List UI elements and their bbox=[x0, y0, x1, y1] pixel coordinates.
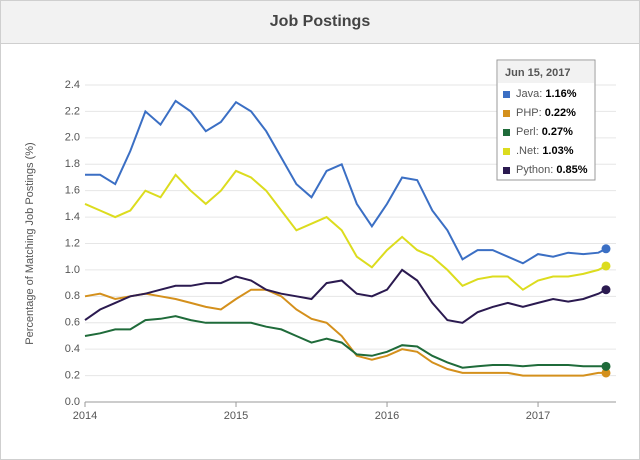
series-line bbox=[84, 169, 607, 291]
tooltip-swatch bbox=[503, 110, 510, 117]
end-point bbox=[601, 261, 611, 271]
y-tick-label: 1.6 bbox=[65, 185, 80, 197]
tooltip-name: PHP bbox=[516, 107, 539, 119]
tooltip-value: 1.03% bbox=[542, 145, 573, 157]
y-axis-label: Percentage of Matching Job Postings (%) bbox=[24, 142, 36, 344]
tooltip-sep: : bbox=[550, 164, 556, 176]
series-line bbox=[84, 315, 606, 369]
tooltip-swatch bbox=[503, 148, 510, 155]
tooltip-name: Python bbox=[516, 164, 550, 176]
series-line bbox=[85, 99, 607, 265]
y-tick-label: 2.2 bbox=[65, 105, 80, 117]
tooltip-sep: : bbox=[539, 88, 545, 100]
y-tick-label: 1.4 bbox=[65, 211, 80, 223]
y-tick-label: 0.4 bbox=[65, 343, 80, 355]
tooltip-row: .Net: 1.03% bbox=[516, 145, 574, 157]
end-point bbox=[601, 368, 611, 378]
tooltip-row: PHP: 0.22% bbox=[516, 107, 576, 119]
series-line bbox=[84, 288, 606, 377]
tooltip-row: Java: 1.16% bbox=[516, 88, 577, 100]
panel-title: Job Postings bbox=[1, 1, 639, 44]
tooltip-swatch bbox=[503, 91, 510, 98]
end-point bbox=[601, 244, 611, 254]
series-line bbox=[84, 268, 607, 324]
x-tick-label: 2014 bbox=[73, 410, 97, 422]
y-tick-label: 0.2 bbox=[65, 369, 80, 381]
y-tick-label: 2.0 bbox=[65, 132, 80, 144]
y-tick-label: 0.8 bbox=[65, 290, 80, 302]
tooltip-value: 0.85% bbox=[556, 164, 587, 176]
tooltip-row: Python: 0.85% bbox=[516, 164, 588, 176]
y-tick-label: 2.4 bbox=[65, 79, 80, 91]
tooltip-title: Jun 15, 2017 bbox=[505, 67, 570, 79]
tooltip-swatch bbox=[503, 167, 510, 174]
tooltip-value: 0.27% bbox=[542, 126, 573, 138]
y-tick-label: 0.0 bbox=[65, 396, 80, 408]
tooltip-sep: : bbox=[539, 107, 545, 119]
y-tick-label: 1.8 bbox=[65, 158, 80, 170]
tooltip-sep: : bbox=[536, 126, 542, 138]
end-point bbox=[601, 361, 611, 371]
tooltip-header bbox=[498, 61, 594, 83]
tooltip-value: 0.22% bbox=[545, 107, 576, 119]
tooltip-value: 1.16% bbox=[545, 88, 576, 100]
tooltip-sep: : bbox=[536, 145, 542, 157]
x-tick-label: 2017 bbox=[526, 410, 550, 422]
y-tick-label: 0.6 bbox=[65, 317, 80, 329]
tooltip-swatch bbox=[503, 129, 510, 136]
end-point bbox=[601, 285, 611, 295]
tooltip-row: Perl: 0.27% bbox=[516, 126, 573, 138]
y-tick-label: 1.0 bbox=[65, 264, 80, 276]
tooltip-name: Java bbox=[516, 88, 540, 100]
x-tick-label: 2016 bbox=[375, 410, 399, 422]
x-tick-label: 2015 bbox=[224, 410, 248, 422]
tooltip-name: Perl bbox=[516, 126, 536, 138]
y-tick-label: 1.2 bbox=[65, 237, 80, 249]
tooltip-name: .Net bbox=[516, 145, 536, 157]
